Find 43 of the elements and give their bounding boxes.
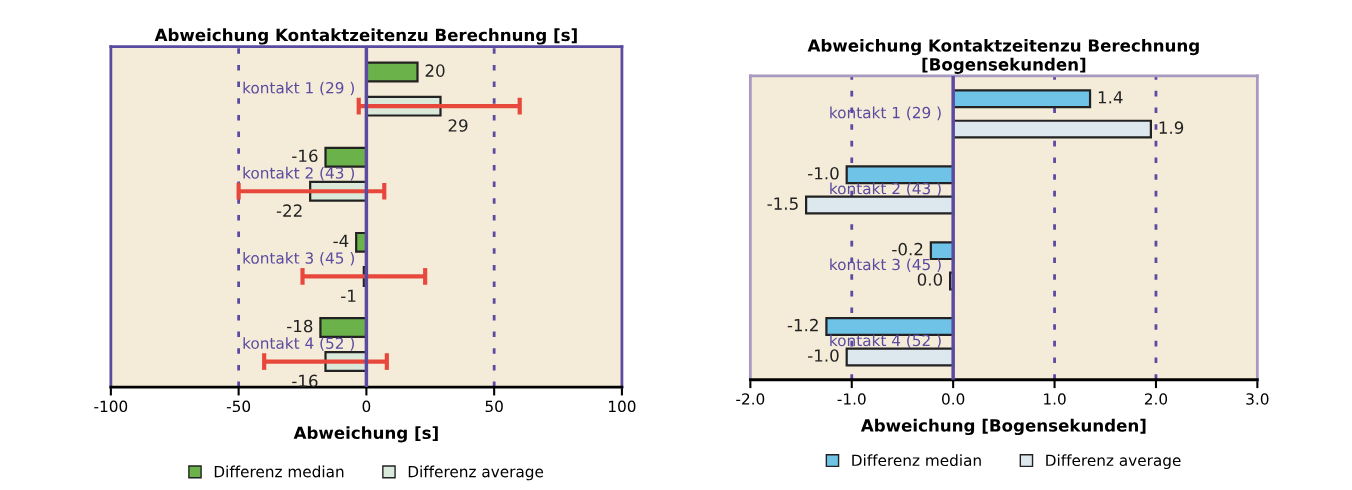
data-label: -16 [292, 374, 318, 388]
x-tick-label: 3.0 [1246, 393, 1269, 405]
y-tick-label: kontakt 2 (43 ) [243, 166, 354, 181]
data-label: 29 [448, 119, 468, 132]
data-label: -1.2 [787, 318, 818, 332]
x-tick-label: 0.0 [942, 393, 965, 405]
x-tick-label: -1.0 [837, 393, 866, 405]
x-tick-label: 0 [362, 400, 371, 413]
y-tick-label: kontakt 2 (43 ) [830, 182, 941, 197]
legend-label: Differenz average [1046, 454, 1181, 470]
x-axis-title: Abweichung [Bogensekunden] [860, 418, 1146, 436]
legend-label: Differenz average [408, 465, 544, 481]
x-tick-label: 100 [609, 400, 636, 413]
data-label: -4 [333, 234, 349, 247]
legend-label: Differenz median [214, 465, 344, 478]
data-label: 20 [425, 64, 445, 77]
data-label: -1.5 [767, 197, 798, 210]
data-label: -1.0 [808, 166, 839, 180]
y-tick-label: kontakt 4 (52 ) [243, 337, 354, 351]
y-tick-label: kontakt 1 (29 ) [830, 106, 941, 121]
y-tick-label: kontakt 3 (45 ) [243, 252, 354, 266]
y-tick-label: kontakt 1 (29 ) [243, 81, 354, 96]
chart-title: Abweichung Kontaktzeitenzu Berechnung [s] [154, 28, 577, 45]
data-label: 1.4 [1098, 91, 1123, 104]
y-tick-label: kontakt 4 (52 ) [830, 334, 941, 349]
data-label: -22 [276, 204, 302, 217]
data-label: -18 [287, 319, 313, 333]
x-tick-label: -2.0 [736, 393, 765, 405]
data-label: -16 [292, 149, 318, 163]
data-label: -1 [341, 289, 356, 302]
x-tick-label: 1.0 [1044, 393, 1066, 405]
x-tick-label: 50 [485, 400, 503, 413]
x-axis-title: Abweichung [s] [293, 426, 438, 443]
x-tick-label: -100 [94, 400, 128, 413]
y-tick-label: kontakt 3 (45 ) [830, 258, 941, 273]
data-label: 0.0 [917, 273, 943, 286]
data-label: -1.0 [808, 349, 839, 362]
x-tick-label: -50 [226, 400, 251, 413]
legend-label: Differenz median [852, 454, 981, 467]
chart-title: Abweichung Kontaktzeitenzu Berechnung [Bogensekunden] [807, 38, 1199, 74]
data-label: 1.9 [1159, 121, 1184, 134]
data-label: -0.2 [892, 242, 923, 256]
x-tick-label: 2.0 [1144, 393, 1168, 405]
